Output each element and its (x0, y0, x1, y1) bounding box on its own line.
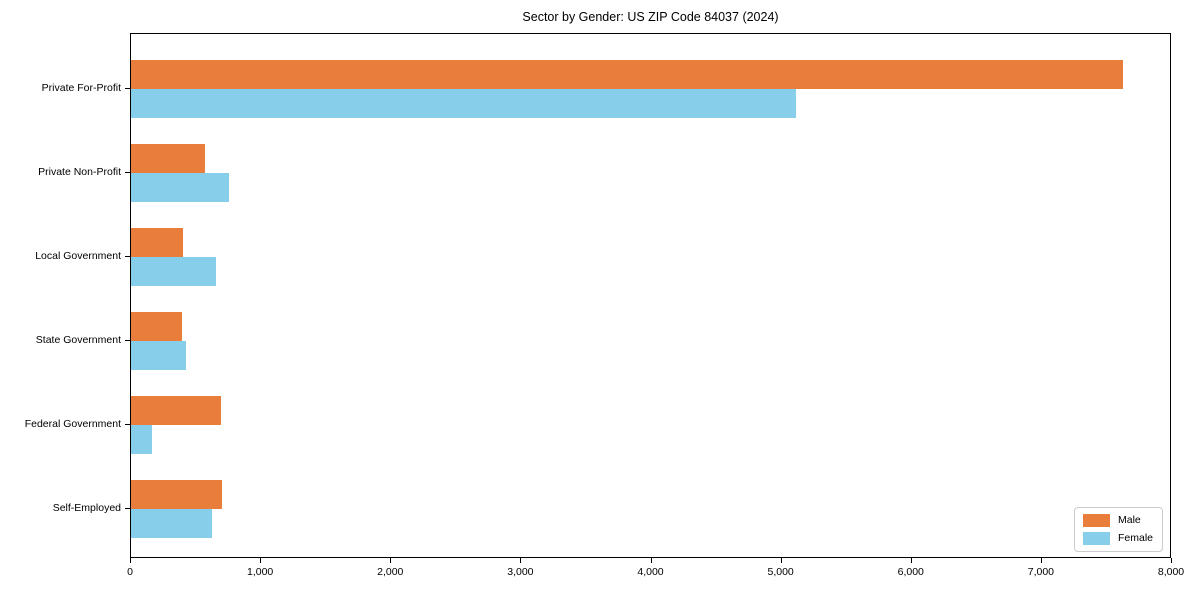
x-tick (520, 558, 522, 563)
y-tick (125, 256, 130, 257)
bar-male-4 (131, 396, 221, 425)
x-tick-label: 3,000 (507, 566, 534, 578)
x-tick-label: 5,000 (767, 566, 794, 578)
bar-female-1 (131, 173, 229, 202)
x-tick-label: 4,000 (637, 566, 664, 578)
bar-male-3 (131, 312, 182, 341)
bar-female-0 (131, 89, 796, 118)
male-swatch (1082, 514, 1110, 527)
y-axis-label: Private For-Profit (41, 82, 121, 94)
x-tick-label: 0 (127, 566, 133, 578)
bar-female-3 (131, 341, 186, 370)
legend: Male Female (1073, 507, 1163, 552)
bar-male-5 (131, 480, 222, 509)
legend-label-male: Male (1117, 514, 1141, 526)
legend-label-female: Female (1117, 532, 1153, 544)
legend-entry-female: Female (1082, 532, 1153, 545)
y-axis-label: Local Government (35, 250, 121, 262)
x-tick (1171, 558, 1172, 563)
bar-male-1 (131, 144, 205, 173)
female-swatch (1082, 532, 1110, 545)
x-tick (650, 558, 652, 563)
x-tick-label: 1,000 (246, 566, 274, 578)
y-axis-label: State Government (35, 334, 121, 346)
y-tick (125, 172, 130, 173)
y-tick (125, 508, 130, 509)
x-tick-label: 2,000 (377, 566, 404, 578)
y-axis-label: Self-Employed (52, 502, 121, 514)
x-tick (1040, 558, 1042, 563)
bar-female-5 (131, 509, 212, 538)
x-tick-label: 6,000 (897, 566, 924, 578)
x-tick-label: 8,000 (1157, 566, 1185, 578)
legend-entry-male: Male (1082, 514, 1153, 527)
x-tick (910, 558, 912, 563)
y-tick (125, 340, 130, 341)
x-tick (390, 558, 392, 563)
bar-male-0 (131, 60, 1123, 89)
bar-female-2 (131, 257, 216, 286)
y-axis-label: Federal Government (24, 418, 121, 430)
x-tick (780, 558, 782, 563)
x-tick (130, 558, 131, 563)
bar-female-4 (131, 425, 152, 454)
y-axis-label: Private Non-Profit (38, 166, 121, 178)
x-tick (260, 558, 262, 563)
bar-male-2 (131, 228, 183, 257)
x-tick-label: 7,000 (1027, 566, 1055, 578)
plot-area: Male Female (130, 33, 1171, 558)
chart-title: Sector by Gender: US ZIP Code 84037 (202… (522, 10, 779, 24)
y-tick (125, 424, 130, 425)
y-tick (125, 88, 130, 89)
